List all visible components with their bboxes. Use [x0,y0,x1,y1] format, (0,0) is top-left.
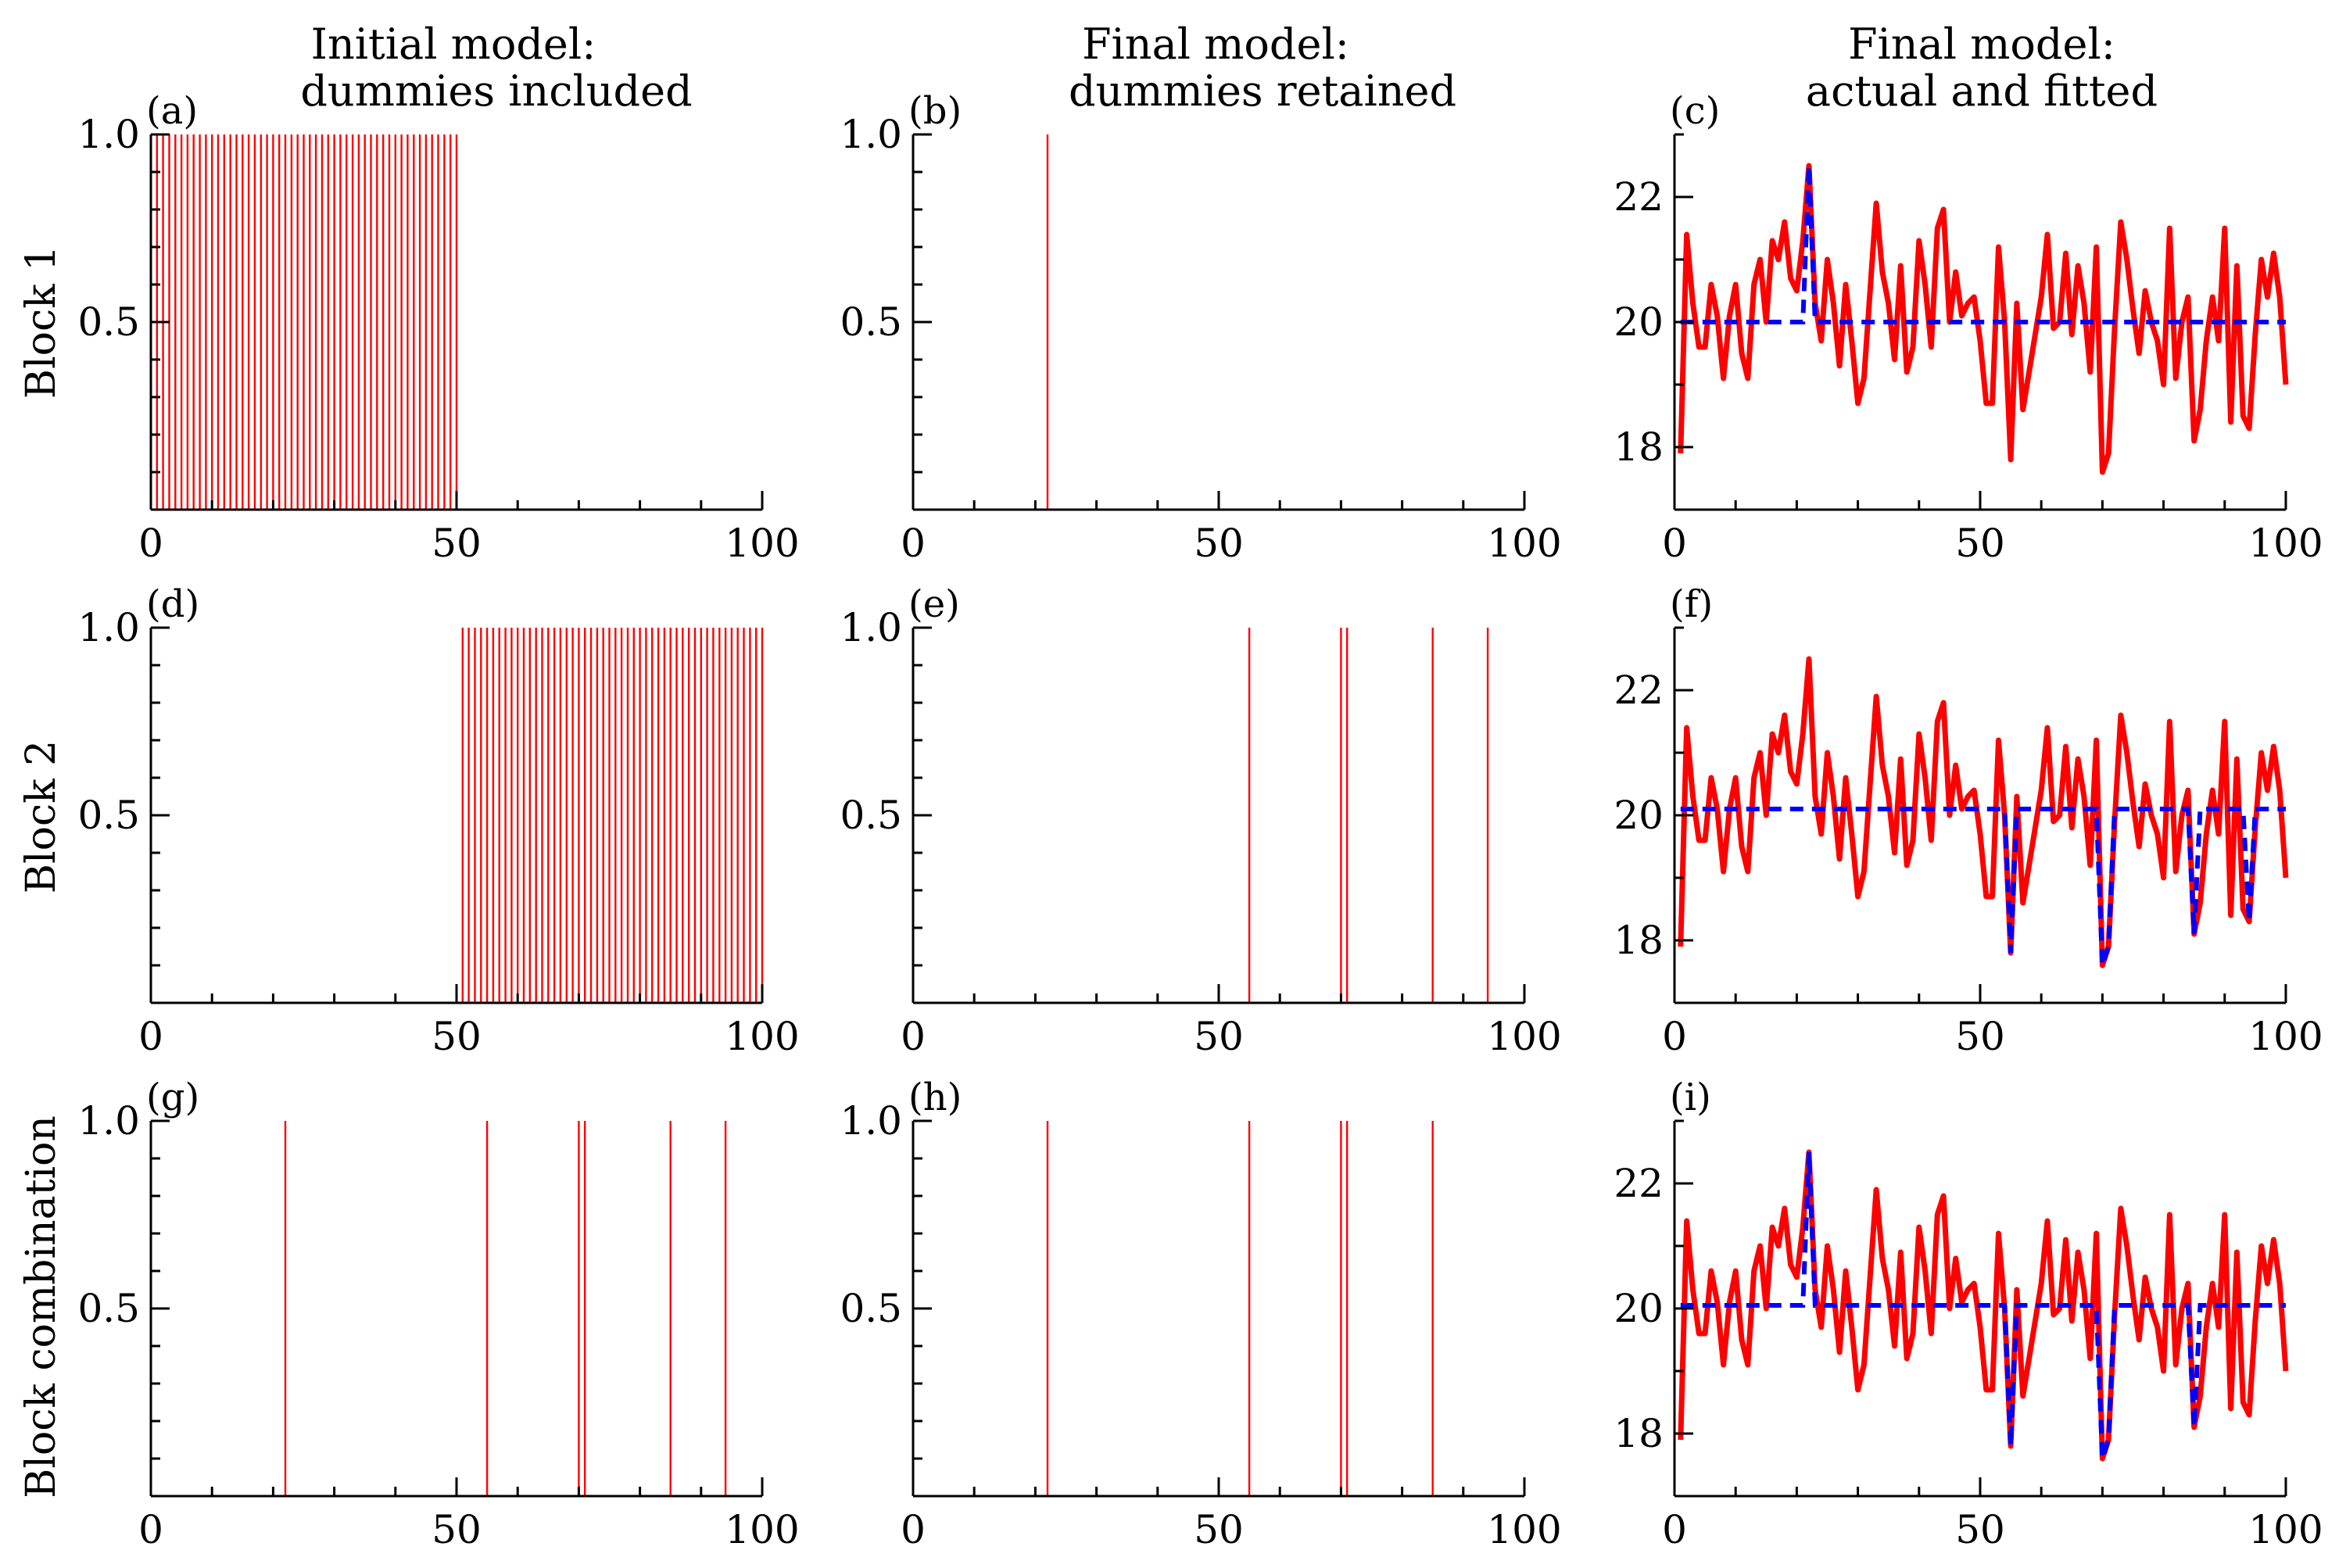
indicator-spikes [1046,1121,1434,1496]
panel-h: (h) 0 50 100 0.5 1.0 [840,1076,1561,1552]
y-tick-label: 20 [1614,299,1664,345]
indicator-spikes [284,1121,727,1496]
panel-label: (e) [908,582,960,626]
x-tick-label: 50 [432,1507,482,1552]
panel-f: (f) 0 50 100 18 20 22 [1614,582,2323,1059]
x-tick-label: 50 [1194,1014,1244,1059]
y-tick-label: 1.0 [77,112,140,157]
y-tick-label: 20 [1614,793,1664,838]
panel-i: (i) 0 50 100 18 20 22 [1614,1076,2323,1552]
y-tick-label: 0.5 [77,1286,140,1331]
x-tick-label: 50 [1955,1507,2005,1552]
y-tick-label: 0.5 [77,793,140,838]
panel-b: (b) 0 50 100 0.5 1.0 [840,89,1561,566]
x-tick-label: 50 [1194,521,1244,566]
y-tick-label: 18 [1614,424,1664,470]
column-title-2-line-2: dummies retained [1069,66,1456,116]
x-tick-label: 50 [1955,521,2005,566]
row-label-block-1: Block 1 [18,245,65,399]
panel-d: (d) 0 50 100 0.5 1.0 [77,582,799,1059]
fitted-series-line [1680,807,2286,966]
y-tick-label: 1.0 [840,605,902,650]
column-titles: Initial model: dummies included Final mo… [300,20,2158,116]
x-tick-label: 100 [2248,1014,2323,1059]
y-tick-label: 1.0 [840,1098,902,1144]
x-tick-label: 100 [1487,521,1561,566]
panel-g: (g) 0 50 100 0.5 1.0 [77,1076,799,1552]
indicator-spikes [461,628,764,1003]
panel-label: (d) [146,582,199,626]
column-title-1-line-2: dummies included [300,66,692,116]
column-title-3-line-2: actual and fitted [1806,66,2158,116]
y-tick-label: 1.0 [77,1098,140,1144]
x-tick-label: 100 [2248,1507,2323,1552]
fitted-series-line [1680,165,2286,324]
x-tick-label: 0 [138,1014,163,1059]
panel-label: (h) [908,1076,962,1119]
row-label-block-combination: Block combination [18,1115,65,1498]
x-tick-label: 50 [432,521,482,566]
row-labels: Block 1 Block 2 Block combination [18,245,65,1498]
y-tick-label: 0.5 [840,793,902,838]
row-label-block-2: Block 2 [18,740,65,893]
panel-label: (g) [146,1076,199,1119]
y-tick-label: 1.0 [840,112,902,157]
actual-series-line [1678,163,2289,475]
x-tick-label: 100 [1487,1014,1561,1059]
fitted-series-line [1680,1151,2286,1459]
x-tick-label: 0 [138,521,163,566]
y-tick-label: 20 [1614,1286,1664,1331]
column-title-1-line-1: Initial model: [311,20,596,69]
x-tick-label: 50 [1955,1014,2005,1059]
x-tick-label: 100 [725,1014,799,1059]
x-tick-label: 100 [725,1507,799,1552]
x-tick-label: 0 [901,521,926,566]
actual-series-line [1678,1149,2289,1462]
panel-c: (c) 0 50 100 18 20 22 [1614,89,2323,566]
column-title-3-line-1: Final model: [1848,20,2115,69]
y-tick-label: 22 [1614,668,1664,713]
actual-series-line [1678,656,2289,968]
panel-label: (c) [1670,89,1720,133]
x-tick-label: 0 [138,1507,163,1552]
y-tick-label: 22 [1614,1161,1664,1206]
y-tick-label: 22 [1614,174,1664,220]
y-tick-label: 0.5 [840,299,902,345]
x-tick-label: 0 [901,1507,926,1552]
panel-label: (a) [146,89,198,133]
indicator-spikes [1248,628,1489,1003]
column-title-2-line-1: Final model: [1082,20,1349,69]
panel-e: (e) 0 50 100 0.5 1.0 [840,582,1561,1059]
x-tick-label: 50 [1194,1507,1244,1552]
x-tick-label: 0 [1662,1014,1687,1059]
x-tick-label: 0 [901,1014,926,1059]
x-tick-label: 100 [1487,1507,1561,1552]
x-tick-label: 50 [432,1014,482,1059]
panel-label: (f) [1670,582,1713,626]
panel-label: (b) [908,89,962,133]
y-tick-label: 0.5 [77,299,140,345]
indicator-spikes [156,134,458,510]
x-tick-label: 100 [2248,521,2323,566]
y-tick-label: 0.5 [840,1286,902,1331]
y-tick-label: 1.0 [77,605,140,650]
x-tick-label: 0 [1662,521,1687,566]
y-tick-label: 18 [1614,1411,1664,1456]
panel-a: (a) 0 50 100 0.5 1.0 [77,89,799,566]
x-tick-label: 0 [1662,1507,1687,1552]
x-tick-label: 100 [725,521,799,566]
y-tick-label: 18 [1614,918,1664,963]
panel-label: (i) [1670,1076,1711,1119]
